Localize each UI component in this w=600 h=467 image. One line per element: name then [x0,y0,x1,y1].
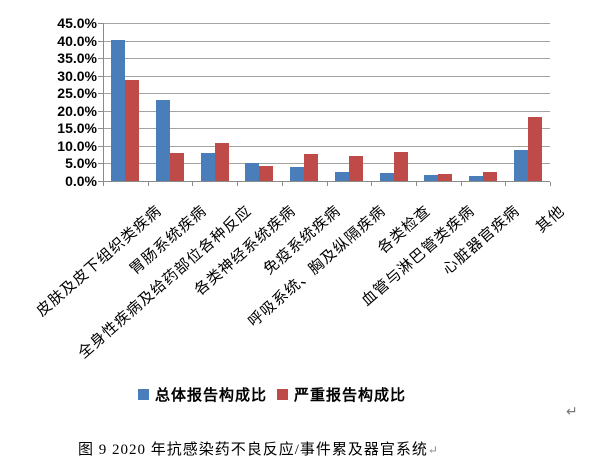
gridline [103,75,550,77]
bar-total [111,39,126,181]
y-axis-tick [98,23,103,24]
y-axis-tick [98,163,103,165]
caption-return-mark: ↵ [427,443,438,457]
y-axis-tick-label: 10.0% [57,137,97,154]
bar-serious [393,151,408,181]
paragraph-return-mark: ↵ [566,403,578,419]
y-axis-line [103,23,104,181]
y-axis-tick [98,145,103,147]
y-axis-tick-label: 25.0% [57,85,97,102]
gridline [103,58,550,60]
x-axis-line [103,181,550,182]
gridline [103,23,550,24]
x-axis-tick [550,182,551,186]
bar-total [379,173,394,181]
gridline [103,128,550,130]
gridline [103,40,550,42]
gridline [103,163,550,165]
legend-item: 严重报告构成比 [277,384,406,405]
x-axis-tick [371,182,373,186]
bar-serious [304,153,319,181]
x-axis-tick [192,182,194,186]
figure-caption: 图 9 2020 年抗感染药不良反应/事件累及器官系统↵ [78,438,438,459]
y-axis-tick [98,110,103,112]
legend-label: 严重报告构成比 [294,387,407,404]
y-axis-tick-label: 45.0% [57,15,97,31]
gridline [103,145,550,147]
bar-total [468,176,483,181]
bar-total [334,171,349,181]
bar-serious [170,152,185,181]
y-axis-tick [98,75,103,77]
x-axis-tick [415,182,417,186]
bar-total [200,152,215,181]
legend-label: 总体报告构成比 [155,387,268,404]
bar-chart: 45.0% 40.0% 35.0% 30.0% 25.0% 20.0% 15.0% 10.0%… [34,15,568,404]
y-axis-tick-label: 0.0% [65,173,97,189]
legend-item: 总体报告构成比 [138,384,267,405]
x-axis-tick [505,182,507,186]
y-axis-tick-label: 20.0% [57,102,97,119]
bar-serious [214,143,229,181]
legend-swatch [138,389,149,400]
legend-swatch [277,389,289,400]
bar-serious [259,166,274,181]
y-axis-tick [98,58,103,60]
gridline [103,93,550,95]
y-axis-tick [98,93,103,95]
y-axis-tick-label: 15.0% [57,120,97,137]
y-axis-tick-label: 30.0% [57,67,97,84]
x-axis-tick [147,182,149,186]
x-axis-tick [237,182,239,186]
x-axis-tick [103,182,104,186]
figure-caption-text: 图 9 2020 年抗感染药不良反应/事件累及器官系统 [78,442,428,458]
y-axis-tick-label: 35.0% [57,50,97,67]
x-axis-tick [326,182,328,186]
bar-total [156,99,171,181]
x-axis-tick [281,182,283,186]
gridline [103,110,550,112]
bar-serious [438,174,453,181]
bar-serious [348,156,363,181]
bar-serious [482,172,497,181]
bar-total [424,174,439,181]
y-axis-tick [98,40,103,42]
y-axis-tick-label: 40.0% [57,32,97,49]
y-axis-tick-label: 5.0% [65,155,97,172]
y-axis-tick [98,128,103,130]
x-category-label: 其他 [532,202,568,237]
y-axis-tick [98,181,103,182]
chart-legend: 总体报告构成比 严重报告构成比 [138,384,406,405]
x-category-label: 全身性疾病及给药部位各种反应 [74,202,255,363]
bar-total [245,162,260,181]
x-axis-tick [460,182,462,186]
bar-total [290,166,305,181]
bar-total [513,150,528,181]
bar-serious [125,80,140,181]
bar-serious [527,117,542,181]
